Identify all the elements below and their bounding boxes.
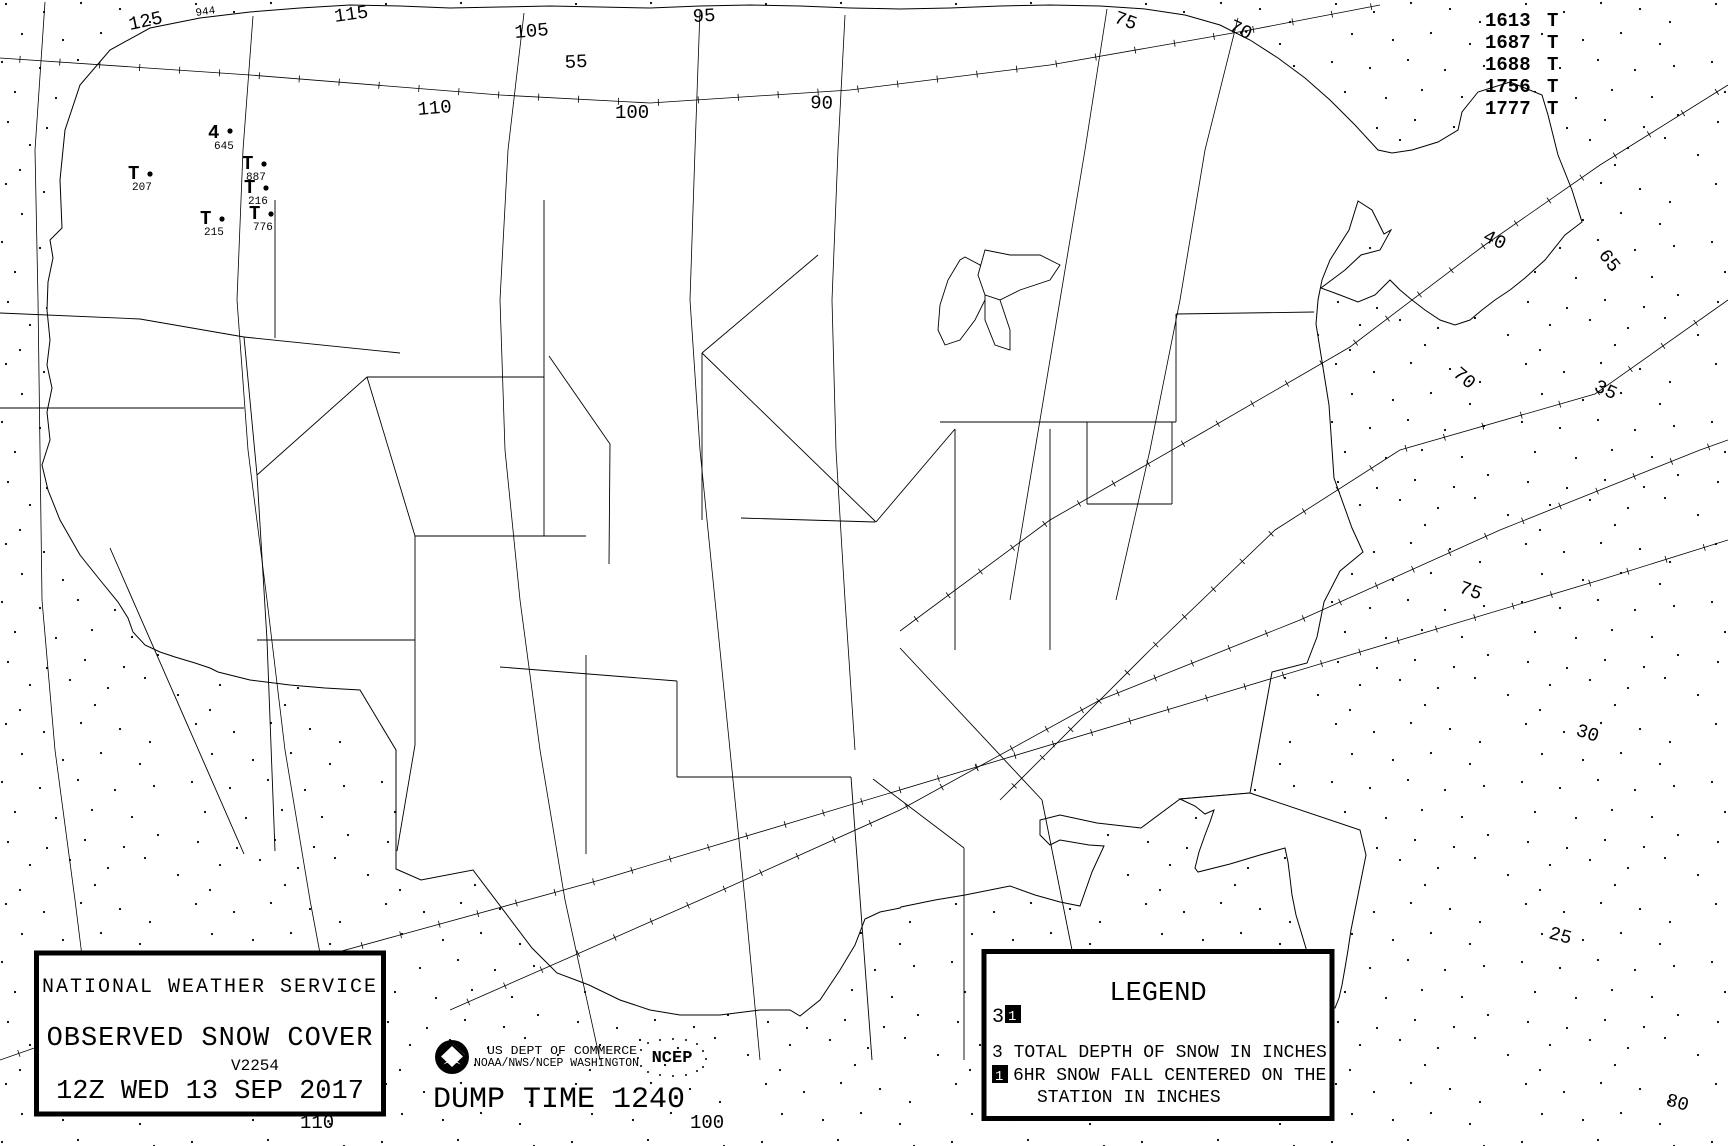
svg-text:110: 110 [417,96,453,121]
svg-text:100: 100 [615,102,649,124]
svg-text:V2254: V2254 [231,1057,279,1075]
svg-text:100: 100 [690,1112,724,1134]
svg-text:207: 207 [132,182,152,194]
svg-text:LEGEND: LEGEND [1109,979,1206,1009]
svg-text:3: 3 [992,1006,1004,1029]
svg-text:12Z WED 13 SEP 2017: 12Z WED 13 SEP 2017 [56,1077,364,1107]
svg-text:645: 645 [214,141,234,153]
svg-text:215: 215 [204,227,224,239]
svg-text:105: 105 [514,19,550,44]
svg-text:1688: 1688 [1485,54,1531,76]
svg-text:1: 1 [995,1069,1003,1085]
svg-text:95: 95 [692,5,716,28]
svg-text:1777: 1777 [1485,98,1531,120]
svg-text:6HR SNOW FALL CENTERED ON THE: 6HR SNOW FALL CENTERED ON THE [1013,1066,1326,1086]
svg-text:776: 776 [253,222,273,234]
svg-text:NATIONAL WEATHER SERVICE: NATIONAL WEATHER SERVICE [42,976,378,999]
svg-text:STATION IN INCHES: STATION IN INCHES [1037,1088,1221,1108]
svg-text:90: 90 [810,92,834,115]
svg-text:DUMP TIME 1240: DUMP TIME 1240 [433,1083,685,1117]
svg-text:T: T [1547,98,1558,120]
svg-text:NOAA/NWS/NCEP WASHINGTON: NOAA/NWS/NCEP WASHINGTON [474,1057,639,1070]
svg-text:1756: 1756 [1485,76,1531,98]
svg-text:1613: 1613 [1485,10,1531,32]
svg-text:OBSERVED SNOW COVER: OBSERVED SNOW COVER [47,1024,374,1054]
svg-text:NCEP: NCEP [652,1049,693,1068]
svg-text:1: 1 [1008,1009,1016,1025]
svg-text:T: T [1547,32,1558,54]
svg-text:1687: 1687 [1485,32,1531,54]
svg-text:55: 55 [564,51,588,74]
svg-text:T: T [1547,10,1558,32]
svg-text:T: T [1547,76,1558,98]
svg-text:3 TOTAL DEPTH OF SNOW IN INCHE: 3 TOTAL DEPTH OF SNOW IN INCHES [992,1043,1327,1063]
svg-text:T: T [1547,54,1558,76]
